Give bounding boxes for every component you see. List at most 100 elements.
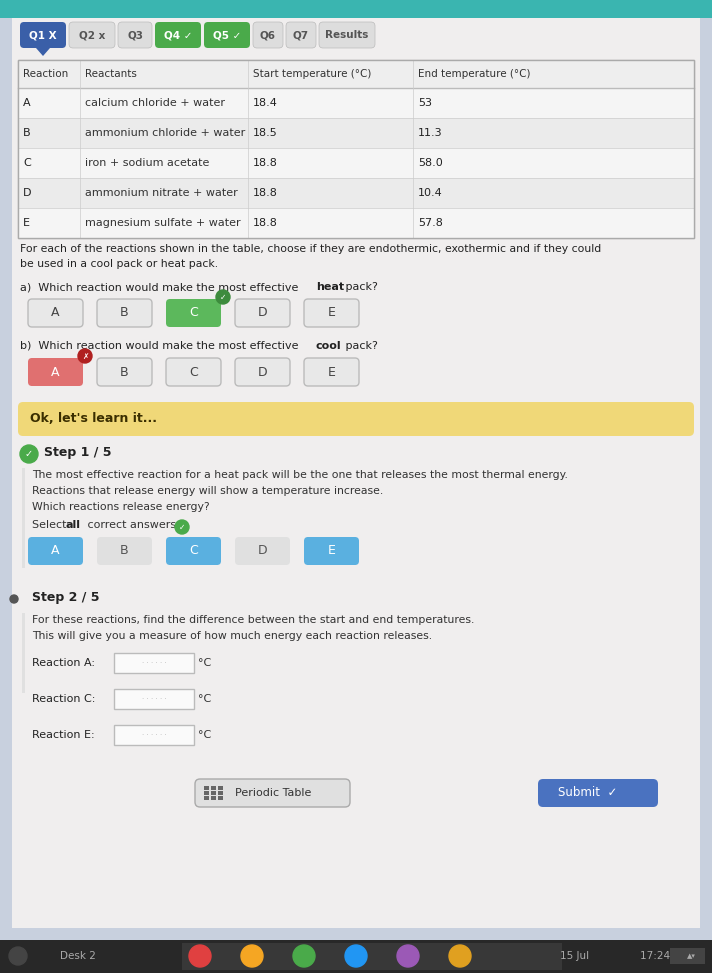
Circle shape <box>345 945 367 967</box>
Bar <box>204 786 209 790</box>
Text: A: A <box>23 98 31 108</box>
Text: cool: cool <box>316 341 342 351</box>
Text: Q6: Q6 <box>260 30 276 40</box>
Bar <box>204 796 209 800</box>
Text: Reaction A:: Reaction A: <box>32 658 95 668</box>
Text: °C: °C <box>198 694 211 704</box>
Text: 15 Jul: 15 Jul <box>560 951 589 961</box>
Text: ammonium nitrate + water: ammonium nitrate + water <box>85 188 238 198</box>
Bar <box>211 786 216 790</box>
Bar <box>18 118 694 148</box>
Text: Q3: Q3 <box>127 30 143 40</box>
Text: ✗: ✗ <box>82 351 88 361</box>
Bar <box>218 791 223 795</box>
FancyBboxPatch shape <box>304 537 359 565</box>
Text: °C: °C <box>198 730 211 740</box>
FancyBboxPatch shape <box>97 358 152 386</box>
Circle shape <box>9 947 27 965</box>
Text: correct answers: correct answers <box>84 520 176 530</box>
Text: magnesium sulfate + water: magnesium sulfate + water <box>85 218 241 228</box>
Text: Reactants: Reactants <box>85 69 137 79</box>
FancyBboxPatch shape <box>195 779 350 807</box>
Bar <box>18 148 694 178</box>
FancyBboxPatch shape <box>28 358 83 386</box>
FancyBboxPatch shape <box>304 299 359 327</box>
FancyBboxPatch shape <box>166 537 221 565</box>
FancyBboxPatch shape <box>166 358 221 386</box>
FancyBboxPatch shape <box>304 358 359 386</box>
Circle shape <box>216 290 230 304</box>
Text: The most effective reaction for a heat pack will be the one that releases the mo: The most effective reaction for a heat p… <box>32 470 568 480</box>
Text: 18.5: 18.5 <box>253 128 278 138</box>
Circle shape <box>20 445 38 463</box>
Text: °C: °C <box>198 658 211 668</box>
Text: b)  Which reaction would make the most effective: b) Which reaction would make the most ef… <box>20 341 302 351</box>
Bar <box>670 948 705 964</box>
Text: Select: Select <box>32 520 70 530</box>
Bar <box>18 60 694 238</box>
Text: 18.8: 18.8 <box>253 158 278 168</box>
Text: Q2 x: Q2 x <box>79 30 105 40</box>
FancyBboxPatch shape <box>235 358 290 386</box>
Bar <box>18 60 694 88</box>
Text: Start temperature (°C): Start temperature (°C) <box>253 69 372 79</box>
Bar <box>18 208 694 238</box>
Text: 11.3: 11.3 <box>418 128 443 138</box>
Circle shape <box>449 945 471 967</box>
Text: C: C <box>189 306 198 319</box>
Text: A: A <box>51 545 60 558</box>
Circle shape <box>241 945 263 967</box>
Text: 57.8: 57.8 <box>418 218 443 228</box>
FancyBboxPatch shape <box>69 22 115 48</box>
Bar <box>0 0 712 18</box>
Bar <box>18 60 694 238</box>
FancyBboxPatch shape <box>235 537 290 565</box>
Text: 58.0: 58.0 <box>418 158 443 168</box>
Text: C: C <box>189 366 198 378</box>
Bar <box>218 786 223 790</box>
Bar <box>182 943 562 970</box>
Circle shape <box>10 595 18 603</box>
Text: 53: 53 <box>418 98 432 108</box>
Text: ✓: ✓ <box>179 523 185 531</box>
Text: ▲▾: ▲▾ <box>687 953 696 959</box>
Text: For these reactions, find the difference between the start and end temperatures.: For these reactions, find the difference… <box>32 615 474 625</box>
Text: Reaction C:: Reaction C: <box>32 694 95 704</box>
Text: D: D <box>23 188 31 198</box>
Text: ✓: ✓ <box>220 293 226 302</box>
Bar <box>114 689 194 709</box>
FancyBboxPatch shape <box>253 22 283 48</box>
Text: Ok, let's learn it...: Ok, let's learn it... <box>30 413 157 425</box>
Text: B: B <box>120 306 129 319</box>
Text: E: E <box>328 366 335 378</box>
Circle shape <box>293 945 315 967</box>
Text: Desk 2: Desk 2 <box>60 951 96 961</box>
Text: Periodic Table: Periodic Table <box>235 788 311 798</box>
Bar <box>114 725 194 745</box>
Text: ammonium chloride + water: ammonium chloride + water <box>85 128 245 138</box>
Bar <box>18 88 694 118</box>
FancyBboxPatch shape <box>204 22 250 48</box>
Text: Submit  ✓: Submit ✓ <box>558 786 618 800</box>
Circle shape <box>189 945 211 967</box>
Text: Q1 X: Q1 X <box>29 30 57 40</box>
Text: · · · · · ·: · · · · · · <box>142 660 167 666</box>
Text: E: E <box>23 218 30 228</box>
Bar <box>22 613 25 693</box>
Text: heat: heat <box>316 282 344 292</box>
Text: Q4 ✓: Q4 ✓ <box>164 30 192 40</box>
FancyBboxPatch shape <box>28 537 83 565</box>
FancyBboxPatch shape <box>235 299 290 327</box>
Text: B: B <box>23 128 31 138</box>
FancyBboxPatch shape <box>97 299 152 327</box>
Text: End temperature (°C): End temperature (°C) <box>418 69 530 79</box>
FancyBboxPatch shape <box>286 22 316 48</box>
Text: pack?: pack? <box>342 282 378 292</box>
Circle shape <box>397 945 419 967</box>
Text: 18.8: 18.8 <box>253 188 278 198</box>
Bar <box>211 796 216 800</box>
Text: A: A <box>51 306 60 319</box>
FancyBboxPatch shape <box>28 299 83 327</box>
Text: calcium chloride + water: calcium chloride + water <box>85 98 225 108</box>
Bar <box>204 791 209 795</box>
